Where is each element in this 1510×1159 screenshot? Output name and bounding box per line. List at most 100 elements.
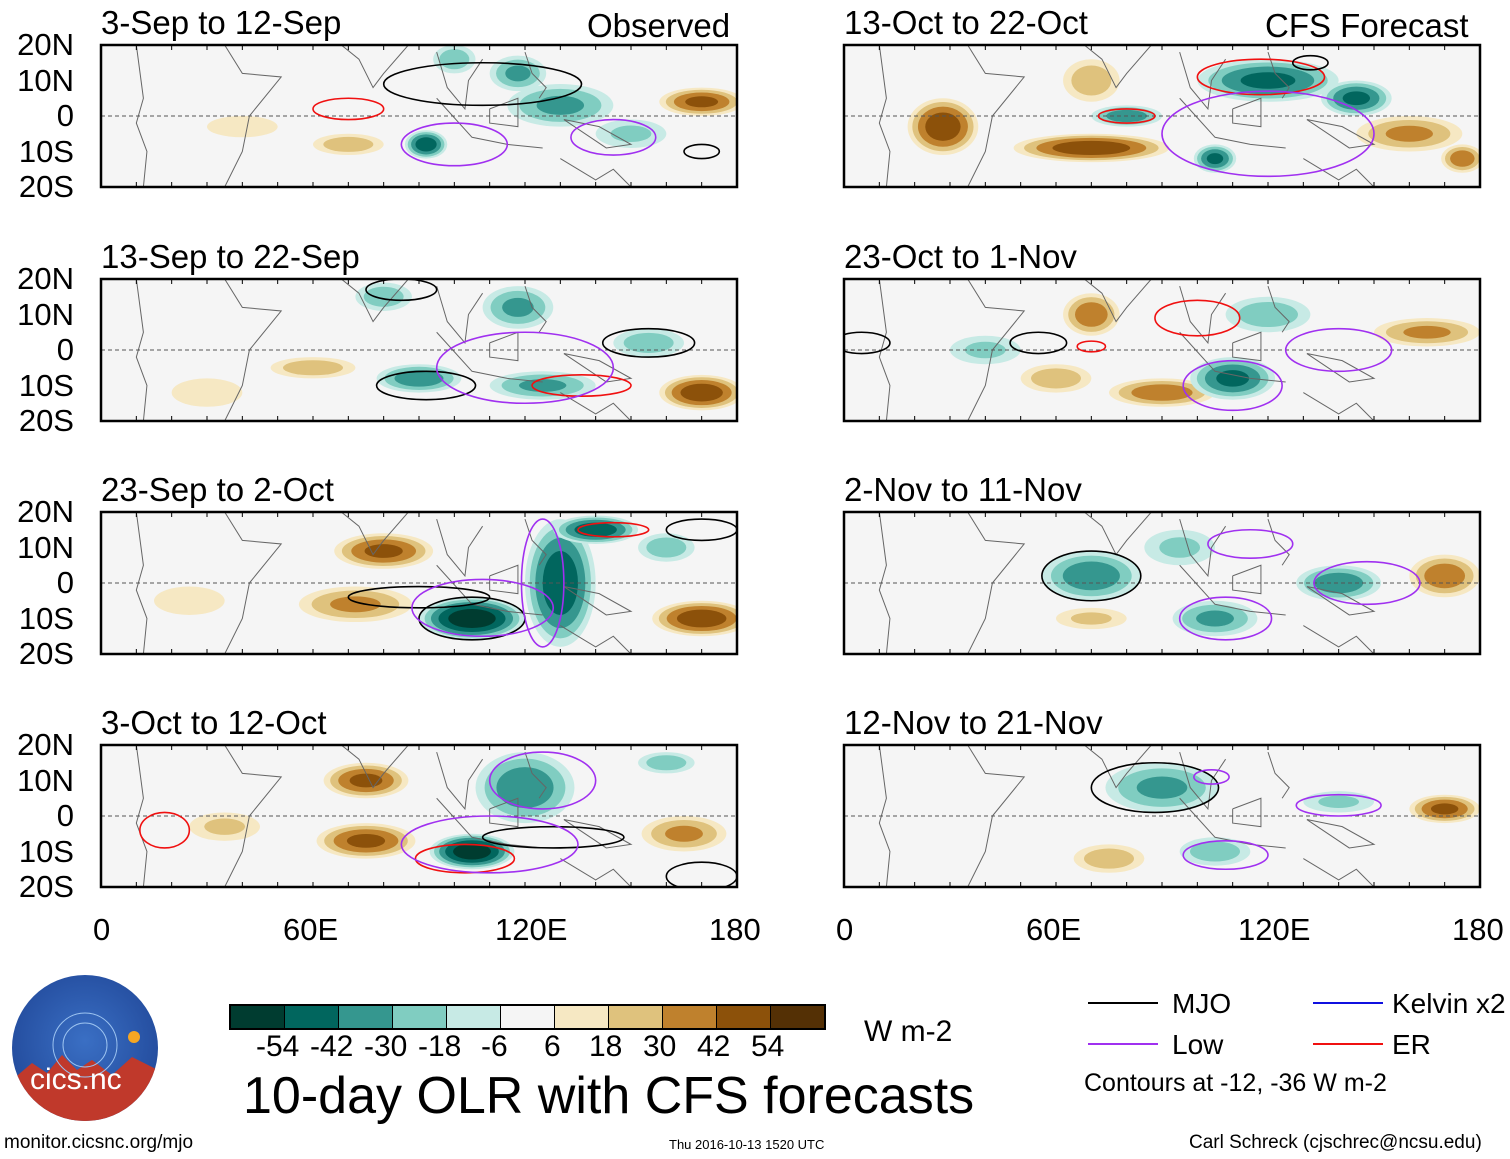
coastline xyxy=(1083,45,1152,89)
footer-url[interactable]: monitor.cicsnc.org/mjo xyxy=(4,1132,194,1153)
legend-kelvin-label: Kelvin x2 xyxy=(1392,988,1506,1019)
positive-olr-anomaly xyxy=(1424,563,1466,589)
colorbar-tick-label: -54 xyxy=(256,1030,300,1063)
positive-olr-anomaly xyxy=(346,833,386,848)
negative-olr-anomaly xyxy=(574,522,617,537)
mjo-contour xyxy=(1090,761,1220,814)
colorbar-swatch xyxy=(717,1006,771,1028)
coastline xyxy=(878,279,891,421)
lat-tick-label: 10N xyxy=(17,529,74,565)
coastline xyxy=(340,745,409,789)
colorbar-tick-label: 42 xyxy=(697,1030,731,1063)
coastline xyxy=(224,45,283,187)
panel-title: 13-Oct to 22-Oct xyxy=(844,4,1088,41)
low-contour xyxy=(520,518,565,648)
colorbar-tick-label: -30 xyxy=(364,1030,408,1063)
legend-er-line xyxy=(1313,1043,1383,1045)
mjo-contour xyxy=(683,143,721,160)
low-contour xyxy=(400,815,579,874)
lat-tick-label: 0 xyxy=(56,565,74,600)
map-panel xyxy=(842,43,1482,189)
coastline xyxy=(1306,353,1376,383)
low-contour xyxy=(1193,769,1230,785)
panel-title: 12-Nov to 21-Nov xyxy=(844,704,1103,741)
positive-olr-anomaly xyxy=(1071,65,1112,96)
coastline xyxy=(524,285,547,333)
coastline xyxy=(436,285,484,345)
panel-title: 2-Nov to 11-Nov xyxy=(844,471,1082,508)
low-contour xyxy=(1178,596,1273,641)
coastline xyxy=(1306,586,1376,616)
negative-olr-anomaly xyxy=(496,767,554,809)
negative-olr-anomaly xyxy=(542,551,578,615)
mjo-contour xyxy=(1009,331,1068,355)
coastline xyxy=(1306,819,1376,849)
negative-olr-anomaly xyxy=(1240,72,1296,89)
coastline xyxy=(436,97,543,149)
panel-title: 3-Sep to 12-Sep xyxy=(101,4,342,41)
coastline xyxy=(560,158,632,187)
lat-tick-label: 20N xyxy=(17,494,74,529)
coastline xyxy=(878,512,891,654)
lat-tick-label: 10N xyxy=(17,762,74,798)
negative-olr-anomaly xyxy=(1206,153,1224,165)
mjo-contour xyxy=(365,279,438,302)
mjo-contour xyxy=(665,518,737,542)
er-contour xyxy=(1097,108,1156,124)
colorbar-swatch xyxy=(393,1006,447,1028)
lon-tick-label: 180 xyxy=(709,912,761,947)
negative-olr-anomaly xyxy=(1159,537,1201,558)
negative-olr-anomaly xyxy=(610,125,652,142)
panel-title: 23-Sep to 2-Oct xyxy=(101,471,334,508)
negative-olr-anomaly xyxy=(1216,370,1250,387)
positive-olr-anomaly xyxy=(1403,325,1451,339)
coastline xyxy=(560,858,632,887)
colorbar-swatch xyxy=(771,1006,824,1028)
coastline xyxy=(135,45,148,187)
coastline xyxy=(436,518,484,578)
negative-olr-anomaly xyxy=(623,332,674,353)
legend-kelvin-line xyxy=(1313,1002,1383,1004)
coastline xyxy=(1179,51,1227,111)
negative-olr-anomaly xyxy=(363,286,404,307)
coastline xyxy=(1179,518,1227,578)
coastline xyxy=(878,745,891,887)
negative-olr-anomaly xyxy=(1342,91,1371,106)
lat-tick-label: 0 xyxy=(56,332,74,367)
lat-tick-label: 20S xyxy=(18,169,74,204)
coastline xyxy=(563,119,633,149)
positive-olr-anomaly xyxy=(1450,150,1475,167)
coastline xyxy=(524,751,547,799)
negative-olr-anomaly xyxy=(502,297,534,317)
lat-tick-label: 10S xyxy=(18,133,74,169)
coastline xyxy=(1303,158,1375,187)
colorbar-tick-label: 54 xyxy=(751,1030,785,1063)
er-contour xyxy=(414,843,516,874)
negative-olr-anomaly xyxy=(646,537,687,558)
positive-olr-anomaly xyxy=(283,360,343,376)
map-panel xyxy=(99,277,739,423)
coastline xyxy=(967,745,1026,887)
negative-olr-anomaly xyxy=(394,370,444,387)
positive-olr-anomaly xyxy=(1084,848,1134,869)
coastline xyxy=(560,625,632,654)
logo-text: cics.nc xyxy=(30,1063,122,1096)
mjo-contour xyxy=(1291,54,1329,71)
positive-olr-anomaly xyxy=(204,818,246,835)
positive-olr-anomaly xyxy=(665,825,703,842)
coastline xyxy=(436,51,484,111)
colorbar-swatch xyxy=(447,1006,501,1028)
negative-olr-anomaly xyxy=(1062,561,1120,591)
positive-olr-anomaly xyxy=(1052,140,1131,156)
mjo-contour xyxy=(1041,550,1142,602)
legend-low-label: Low xyxy=(1172,1029,1224,1060)
low-contour xyxy=(1182,840,1269,871)
lat-tick-label: 20S xyxy=(18,403,74,438)
low-contour xyxy=(1161,90,1375,178)
negative-olr-anomaly xyxy=(1136,776,1188,799)
coastline xyxy=(1179,285,1227,345)
colorbar-swatch xyxy=(609,1006,663,1028)
negative-olr-anomaly xyxy=(1238,301,1298,328)
er-contour xyxy=(312,97,385,121)
